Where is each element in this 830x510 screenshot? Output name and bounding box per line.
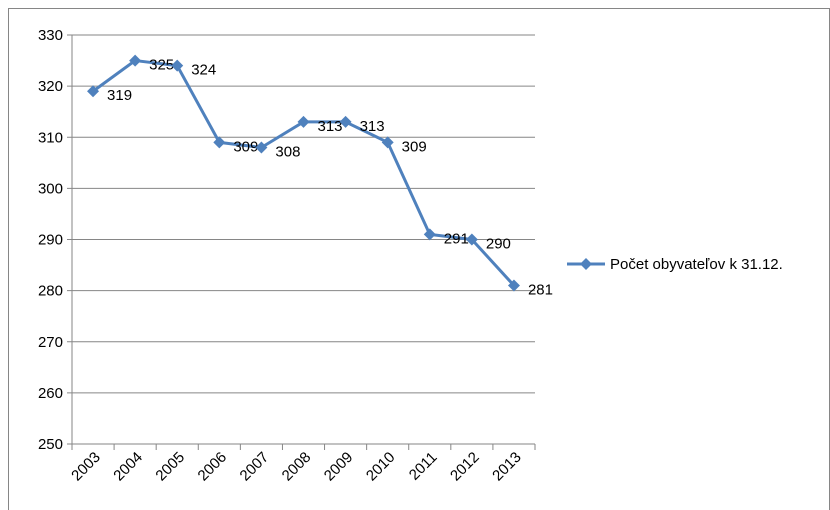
data-label: 291 (444, 230, 469, 247)
data-label: 313 (318, 118, 343, 135)
x-tick-label: 2010 (363, 449, 399, 485)
x-tick-label: 2004 (110, 449, 146, 485)
y-tick-label: 290 (38, 232, 63, 249)
x-tick-label: 2009 (321, 449, 357, 485)
data-point (129, 54, 142, 67)
x-tick-label: 2005 (152, 449, 188, 485)
data-label: 281 (528, 282, 553, 299)
data-point (255, 141, 268, 154)
data-label: 308 (275, 143, 300, 160)
x-tick-label: 2013 (489, 449, 525, 485)
data-point (339, 115, 352, 128)
data-point (87, 85, 100, 98)
x-tick-label: 2011 (406, 449, 441, 484)
data-label: 319 (107, 87, 132, 104)
x-tick-label: 2007 (237, 449, 273, 485)
y-tick-label: 320 (38, 78, 63, 95)
data-label: 309 (233, 138, 258, 155)
x-tick-label: 2006 (195, 449, 231, 485)
data-label: 309 (402, 138, 427, 155)
series-line (92, 59, 516, 287)
legend-marker (580, 258, 592, 270)
x-tick-label: 2003 (68, 449, 104, 485)
legend-label: Počet obyvateľov k 31.12. (610, 256, 783, 273)
data-label: 325 (149, 57, 174, 74)
y-tick-label: 260 (38, 385, 63, 402)
data-point (465, 233, 478, 246)
data-point (171, 59, 184, 72)
x-tick-label: 2008 (279, 449, 315, 485)
data-label: 324 (191, 62, 216, 79)
data-point (297, 115, 310, 128)
data-label: 290 (486, 236, 511, 253)
data-point (213, 136, 226, 149)
y-tick-label: 310 (38, 129, 63, 146)
data-point (507, 279, 520, 292)
y-tick-label: 280 (38, 283, 63, 300)
x-tick-label: 2012 (447, 449, 483, 485)
y-tick-label: 300 (38, 180, 63, 197)
y-tick-label: 330 (38, 27, 63, 44)
data-point (381, 136, 394, 149)
data-point (423, 228, 436, 241)
y-tick-label: 250 (38, 436, 63, 453)
data-label: 313 (360, 118, 385, 135)
y-tick-label: 270 (38, 334, 63, 351)
